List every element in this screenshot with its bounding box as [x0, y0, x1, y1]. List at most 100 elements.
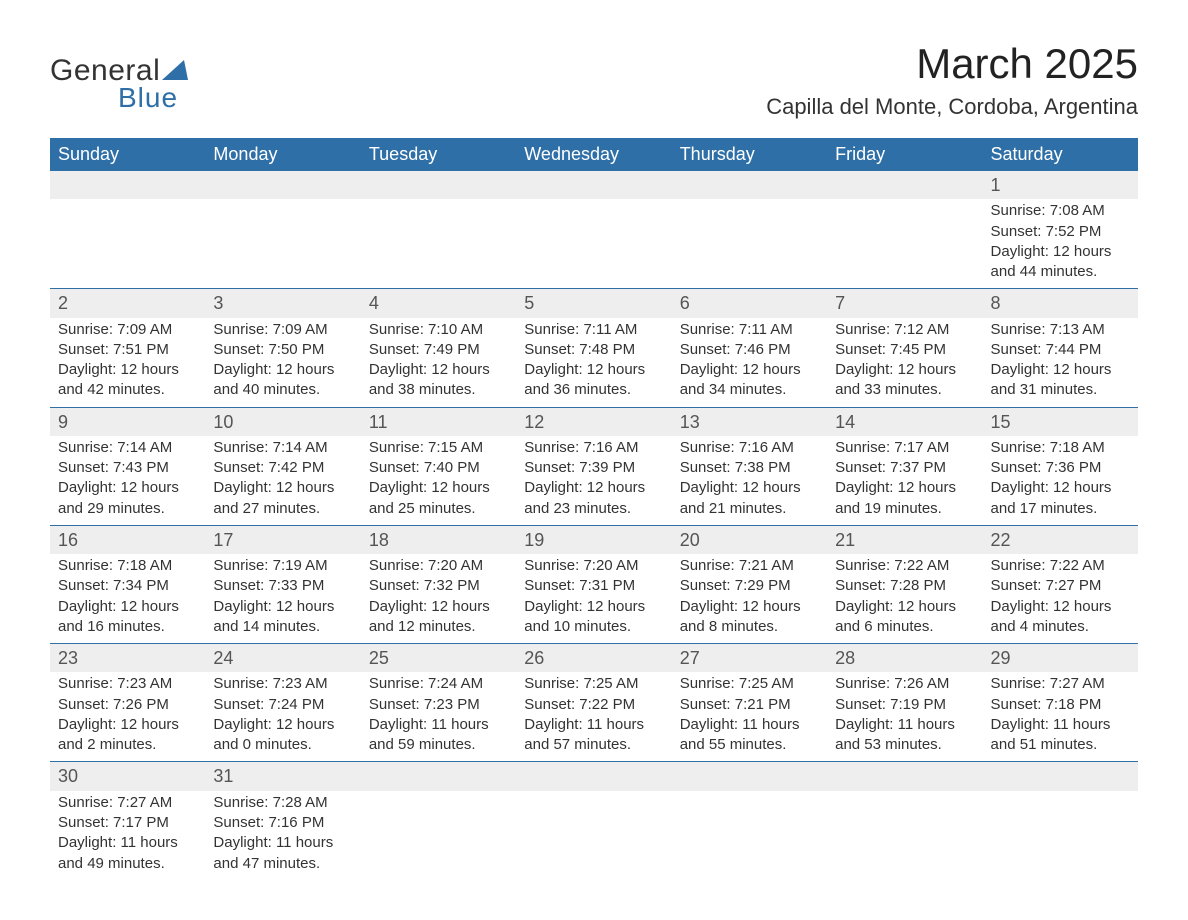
- day-number: 17: [205, 526, 360, 554]
- daylight-line: Daylight: 12 hours and 29 minutes.: [58, 478, 197, 519]
- daylight-line: Daylight: 12 hours and 12 minutes.: [369, 597, 508, 638]
- day-details: Sunrise: 7:27 AMSunset: 7:17 PMDaylight:…: [50, 791, 205, 880]
- sunset-line: Sunset: 7:32 PM: [369, 576, 508, 596]
- daylight-line: Daylight: 12 hours and 17 minutes.: [991, 478, 1130, 519]
- day-number: 15: [983, 408, 1138, 436]
- weekday-header: Monday: [205, 138, 360, 171]
- day-details: Sunrise: 7:13 AMSunset: 7:44 PMDaylight:…: [983, 318, 1138, 407]
- weekday-header: Tuesday: [361, 138, 516, 171]
- daynum-cell: [361, 171, 516, 199]
- day-details: Sunrise: 7:20 AMSunset: 7:32 PMDaylight:…: [361, 554, 516, 643]
- sunrise-line: Sunrise: 7:25 AM: [524, 674, 663, 694]
- sunset-line: Sunset: 7:24 PM: [213, 695, 352, 715]
- daybody-cell: Sunrise: 7:18 AMSunset: 7:36 PMDaylight:…: [983, 436, 1138, 526]
- daynum-cell: [983, 762, 1138, 791]
- daybody-row: Sunrise: 7:14 AMSunset: 7:43 PMDaylight:…: [50, 436, 1138, 526]
- daynum-cell: 21: [827, 525, 982, 554]
- day-details: Sunrise: 7:08 AMSunset: 7:52 PMDaylight:…: [983, 199, 1138, 288]
- sunrise-line: Sunrise: 7:17 AM: [835, 438, 974, 458]
- sunrise-line: Sunrise: 7:16 AM: [524, 438, 663, 458]
- sunrise-line: Sunrise: 7:14 AM: [58, 438, 197, 458]
- daynum-cell: 10: [205, 407, 360, 436]
- daybody-cell: Sunrise: 7:14 AMSunset: 7:42 PMDaylight:…: [205, 436, 360, 526]
- sunrise-line: Sunrise: 7:24 AM: [369, 674, 508, 694]
- daylight-line: Daylight: 11 hours and 47 minutes.: [213, 833, 352, 874]
- daynum-cell: [205, 171, 360, 199]
- day-details: Sunrise: 7:10 AMSunset: 7:49 PMDaylight:…: [361, 318, 516, 407]
- sunrise-line: Sunrise: 7:18 AM: [58, 556, 197, 576]
- day-number: 13: [672, 408, 827, 436]
- daynum-cell: 22: [983, 525, 1138, 554]
- sunset-line: Sunset: 7:46 PM: [680, 340, 819, 360]
- daybody-cell: Sunrise: 7:12 AMSunset: 7:45 PMDaylight:…: [827, 318, 982, 408]
- daybody-cell: Sunrise: 7:11 AMSunset: 7:46 PMDaylight:…: [672, 318, 827, 408]
- sunset-line: Sunset: 7:21 PM: [680, 695, 819, 715]
- day-details: Sunrise: 7:19 AMSunset: 7:33 PMDaylight:…: [205, 554, 360, 643]
- day-number: 20: [672, 526, 827, 554]
- sunrise-line: Sunrise: 7:28 AM: [213, 793, 352, 813]
- sunset-line: Sunset: 7:39 PM: [524, 458, 663, 478]
- daynum-cell: 3: [205, 289, 360, 318]
- day-number: 14: [827, 408, 982, 436]
- sunrise-line: Sunrise: 7:19 AM: [213, 556, 352, 576]
- day-details: Sunrise: 7:23 AMSunset: 7:24 PMDaylight:…: [205, 672, 360, 761]
- daylight-line: Daylight: 12 hours and 34 minutes.: [680, 360, 819, 401]
- daybody-cell: Sunrise: 7:27 AMSunset: 7:18 PMDaylight:…: [983, 672, 1138, 762]
- day-number: [672, 171, 827, 175]
- day-number: 9: [50, 408, 205, 436]
- day-details: Sunrise: 7:22 AMSunset: 7:27 PMDaylight:…: [983, 554, 1138, 643]
- daynum-cell: 12: [516, 407, 671, 436]
- sunrise-line: Sunrise: 7:09 AM: [58, 320, 197, 340]
- daylight-line: Daylight: 12 hours and 8 minutes.: [680, 597, 819, 638]
- daybody-cell: [516, 791, 671, 880]
- sunrise-line: Sunrise: 7:22 AM: [835, 556, 974, 576]
- daybody-row: Sunrise: 7:08 AMSunset: 7:52 PMDaylight:…: [50, 199, 1138, 289]
- daybody-cell: Sunrise: 7:10 AMSunset: 7:49 PMDaylight:…: [361, 318, 516, 408]
- day-number: [983, 762, 1138, 766]
- day-number: 3: [205, 289, 360, 317]
- day-number: [672, 762, 827, 766]
- daylight-line: Daylight: 12 hours and 36 minutes.: [524, 360, 663, 401]
- daylight-line: Daylight: 12 hours and 38 minutes.: [369, 360, 508, 401]
- daylight-line: Daylight: 12 hours and 25 minutes.: [369, 478, 508, 519]
- daylight-line: Daylight: 11 hours and 57 minutes.: [524, 715, 663, 756]
- logo: General Blue: [50, 54, 188, 114]
- daylight-line: Daylight: 12 hours and 14 minutes.: [213, 597, 352, 638]
- daylight-line: Daylight: 12 hours and 19 minutes.: [835, 478, 974, 519]
- daylight-line: Daylight: 12 hours and 31 minutes.: [991, 360, 1130, 401]
- sunrise-line: Sunrise: 7:20 AM: [524, 556, 663, 576]
- logo-text-blue: Blue: [118, 82, 178, 114]
- daybody-row: Sunrise: 7:23 AMSunset: 7:26 PMDaylight:…: [50, 672, 1138, 762]
- daynum-cell: 27: [672, 644, 827, 673]
- day-number: [516, 171, 671, 175]
- daynum-cell: 11: [361, 407, 516, 436]
- day-details: Sunrise: 7:09 AMSunset: 7:50 PMDaylight:…: [205, 318, 360, 407]
- daylight-line: Daylight: 12 hours and 27 minutes.: [213, 478, 352, 519]
- weekday-header: Friday: [827, 138, 982, 171]
- daybody-cell: [827, 791, 982, 880]
- sunrise-line: Sunrise: 7:27 AM: [58, 793, 197, 813]
- daybody-cell: Sunrise: 7:19 AMSunset: 7:33 PMDaylight:…: [205, 554, 360, 644]
- daynum-row: 16171819202122: [50, 525, 1138, 554]
- day-details: Sunrise: 7:11 AMSunset: 7:48 PMDaylight:…: [516, 318, 671, 407]
- daybody-cell: Sunrise: 7:27 AMSunset: 7:17 PMDaylight:…: [50, 791, 205, 880]
- location-subtitle: Capilla del Monte, Cordoba, Argentina: [766, 94, 1138, 120]
- month-title: March 2025: [766, 40, 1138, 88]
- daybody-cell: Sunrise: 7:09 AMSunset: 7:50 PMDaylight:…: [205, 318, 360, 408]
- daynum-cell: 8: [983, 289, 1138, 318]
- daybody-row: Sunrise: 7:27 AMSunset: 7:17 PMDaylight:…: [50, 791, 1138, 880]
- day-number: 28: [827, 644, 982, 672]
- daybody-cell: Sunrise: 7:20 AMSunset: 7:32 PMDaylight:…: [361, 554, 516, 644]
- day-details: Sunrise: 7:28 AMSunset: 7:16 PMDaylight:…: [205, 791, 360, 880]
- daynum-cell: 14: [827, 407, 982, 436]
- day-details: Sunrise: 7:26 AMSunset: 7:19 PMDaylight:…: [827, 672, 982, 761]
- daylight-line: Daylight: 12 hours and 33 minutes.: [835, 360, 974, 401]
- sunset-line: Sunset: 7:27 PM: [991, 576, 1130, 596]
- daynum-cell: 25: [361, 644, 516, 673]
- daynum-cell: 16: [50, 525, 205, 554]
- daynum-cell: 23: [50, 644, 205, 673]
- daynum-cell: 13: [672, 407, 827, 436]
- daynum-cell: [361, 762, 516, 791]
- daylight-line: Daylight: 12 hours and 40 minutes.: [213, 360, 352, 401]
- day-details: [516, 791, 671, 851]
